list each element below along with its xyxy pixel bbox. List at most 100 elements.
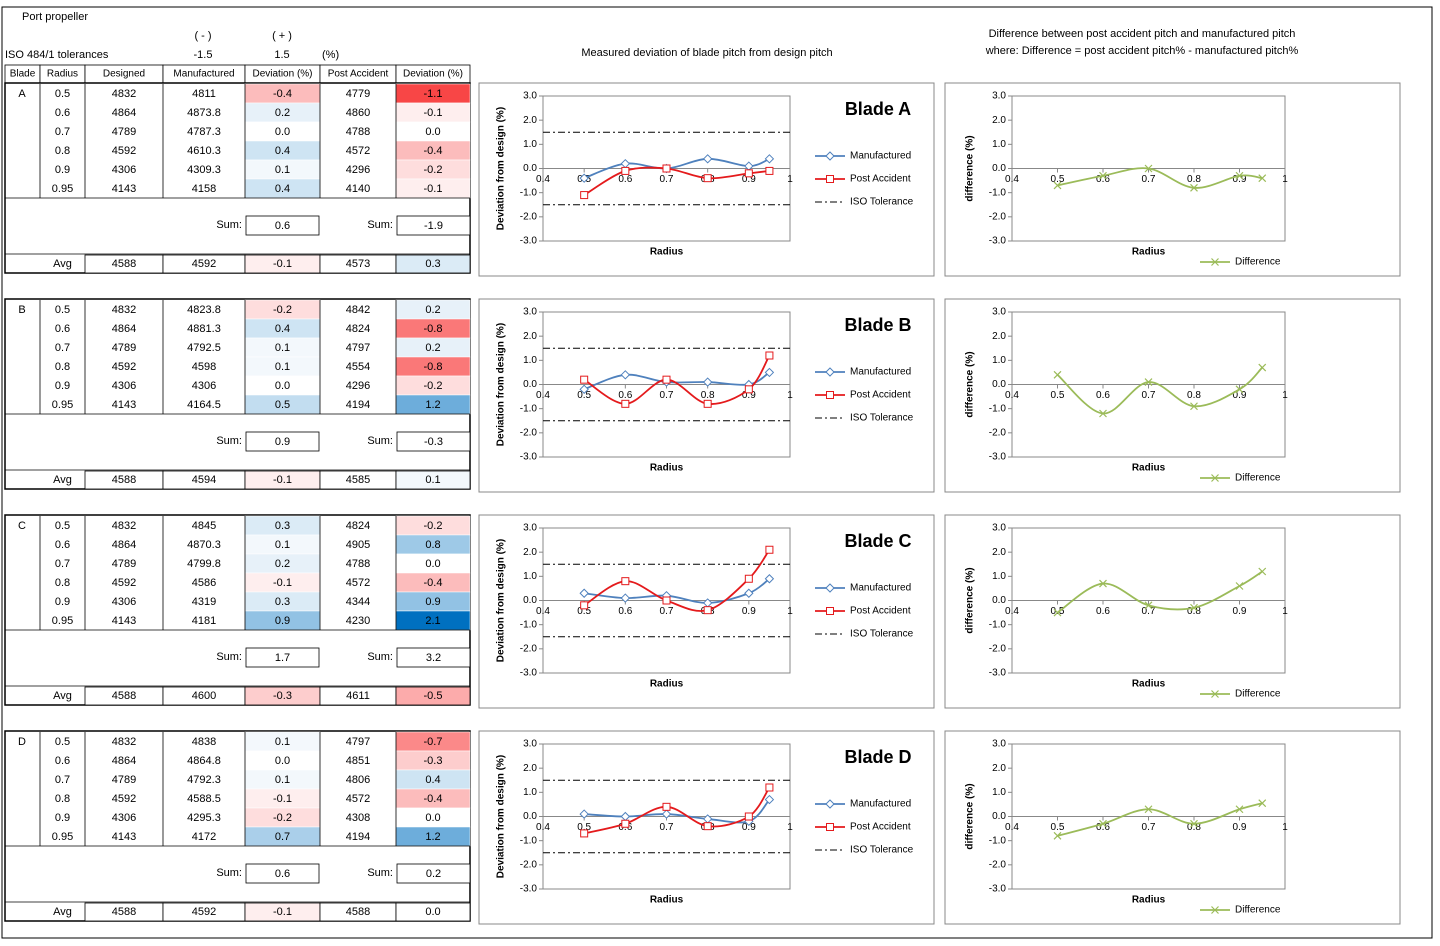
x-axis-label: Radius bbox=[650, 247, 684, 258]
table-cell: 0.8 bbox=[55, 361, 70, 373]
table-cell: 0.5 bbox=[55, 736, 70, 748]
y-tick-label: 1.0 bbox=[992, 139, 1006, 150]
table-cell: 4586 bbox=[192, 577, 216, 589]
marker bbox=[1211, 258, 1219, 266]
x-tick-label: 0.4 bbox=[1005, 390, 1019, 401]
legend-label: Manufactured bbox=[850, 799, 911, 810]
table-cell: 0.0 bbox=[425, 812, 440, 824]
chart-frame bbox=[944, 514, 1401, 709]
table-cell: 0.0 bbox=[425, 126, 440, 138]
blade-name: D bbox=[18, 736, 26, 748]
table-cell: 0.6 bbox=[55, 107, 70, 119]
marker bbox=[620, 593, 631, 603]
avg-label: Avg bbox=[53, 258, 72, 270]
legend-label: ISO Tolerance bbox=[850, 629, 914, 640]
table-cell: 0.2 bbox=[275, 107, 290, 119]
marker bbox=[764, 367, 775, 378]
table-cell: 4797 bbox=[346, 342, 370, 354]
avg-cell bbox=[395, 254, 471, 274]
table-cell: -0.1 bbox=[273, 793, 292, 805]
marker bbox=[1190, 819, 1198, 828]
marker bbox=[703, 174, 712, 183]
marker bbox=[1099, 579, 1107, 588]
y-tick-label: -2.0 bbox=[989, 859, 1007, 870]
y-tick-label: -2.0 bbox=[520, 643, 538, 654]
y-tick-label: -2.0 bbox=[989, 643, 1007, 654]
table-cell: -0.8 bbox=[424, 361, 443, 373]
marker bbox=[744, 385, 753, 394]
marker bbox=[1053, 831, 1062, 840]
marker bbox=[579, 384, 589, 395]
sum-label: Sum: bbox=[216, 435, 242, 447]
table-cell: 4572 bbox=[346, 145, 370, 157]
sum-label: Sum: bbox=[367, 651, 393, 663]
marker bbox=[580, 375, 589, 384]
avg-label: Avg bbox=[53, 906, 72, 918]
sheet-frame bbox=[1, 6, 1433, 939]
y-tick-label: -3.0 bbox=[989, 884, 1007, 895]
table-cell: -0.2 bbox=[273, 812, 292, 824]
table-cell: 0.8 bbox=[55, 145, 70, 157]
avg-value: 4588 bbox=[112, 690, 136, 702]
y-tick-label: 0.0 bbox=[992, 163, 1006, 174]
y-tick-label: -3.0 bbox=[520, 236, 538, 247]
table-cell: 0.1 bbox=[275, 164, 290, 176]
table-cell: 4905 bbox=[346, 539, 370, 551]
x-tick-label: 0.6 bbox=[1096, 390, 1110, 401]
y-tick-label: -3.0 bbox=[520, 884, 538, 895]
x-tick-label: 0.5 bbox=[577, 822, 591, 833]
chart-frame bbox=[478, 298, 935, 493]
column-header: Post Accident bbox=[328, 69, 389, 80]
marker bbox=[744, 588, 754, 598]
legend-label: Manufactured bbox=[850, 367, 911, 378]
sum-box bbox=[396, 863, 471, 884]
marker bbox=[1144, 378, 1153, 387]
marker bbox=[702, 377, 713, 387]
sum-value: 1.7 bbox=[275, 652, 290, 664]
tolerance-unit: (%) bbox=[322, 49, 339, 61]
x-tick-label: 1 bbox=[787, 606, 793, 617]
table-cell: 4158 bbox=[192, 183, 216, 195]
x-tick-label: 0.7 bbox=[660, 174, 674, 185]
column-header: Manufactured bbox=[173, 69, 234, 80]
table-cell: 4845 bbox=[192, 520, 216, 532]
x-tick-label: 1 bbox=[787, 822, 793, 833]
marker bbox=[744, 169, 753, 178]
table-cell: 0.5 bbox=[55, 520, 70, 532]
avg-value: 4588 bbox=[346, 906, 370, 918]
marker bbox=[1053, 181, 1062, 190]
y-tick-label: -3.0 bbox=[989, 452, 1007, 463]
x-tick-label: 0.4 bbox=[536, 606, 550, 617]
y-tick-label: 1.0 bbox=[523, 355, 537, 366]
legend-label: ISO Tolerance bbox=[850, 845, 914, 856]
x-tick-label: 0.4 bbox=[536, 822, 550, 833]
column-header: Designed bbox=[103, 69, 145, 80]
table-cell: 0.2 bbox=[425, 304, 440, 316]
table-cell: 4143 bbox=[112, 615, 136, 627]
table-cell: -0.2 bbox=[424, 380, 443, 392]
table-cell: 4296 bbox=[346, 164, 370, 176]
y-axis-label: Deviation from design (%) bbox=[496, 755, 507, 878]
marker bbox=[1235, 171, 1244, 180]
y-tick-label: 1.0 bbox=[523, 787, 537, 798]
x-tick-label: 0.4 bbox=[1005, 606, 1019, 617]
x-tick-label: 0.9 bbox=[1233, 822, 1247, 833]
table-cell: 0.95 bbox=[52, 183, 73, 195]
avg-value: 4600 bbox=[192, 690, 216, 702]
sum-value: -0.3 bbox=[424, 436, 443, 448]
x-tick-label: 0.8 bbox=[1187, 390, 1201, 401]
table-cell: -0.4 bbox=[424, 145, 443, 157]
marker bbox=[764, 794, 775, 805]
table-cell: 0.9 bbox=[275, 615, 290, 627]
sum-box bbox=[245, 647, 320, 668]
marker bbox=[621, 166, 630, 175]
table-cell: 0.7 bbox=[55, 342, 70, 354]
y-tick-label: -2.0 bbox=[989, 427, 1007, 438]
x-axis-label: Radius bbox=[1132, 679, 1166, 690]
table-cell: 0.5 bbox=[55, 88, 70, 100]
marker bbox=[1211, 690, 1219, 698]
marker bbox=[1235, 582, 1244, 590]
marker bbox=[826, 607, 834, 615]
legend-label: Post Accident bbox=[850, 606, 911, 617]
